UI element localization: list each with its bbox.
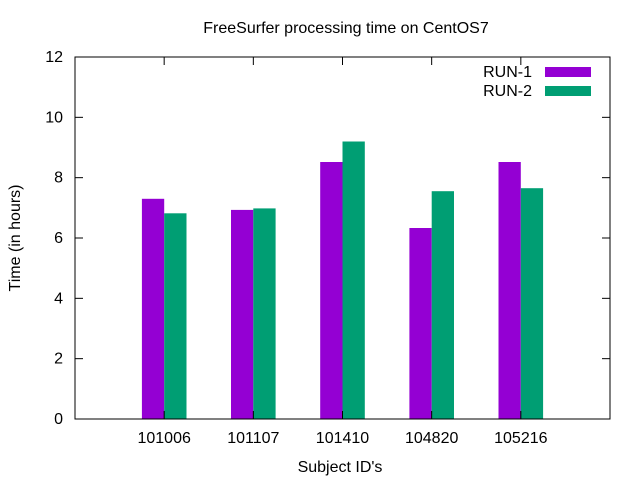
bar-run-1-101107 <box>231 209 254 419</box>
x-tick-label: 101107 <box>227 430 279 447</box>
bar-run-2-101107 <box>253 208 276 419</box>
legend-label: RUN-2 <box>483 83 532 100</box>
legend: RUN-1 RUN-2 <box>483 64 591 100</box>
bar-run-2-105216 <box>520 188 544 419</box>
x-axis-ticks: 101006 101107 101410 104820 105216 <box>137 57 548 447</box>
bar-run-1-101410 <box>320 162 343 419</box>
y-axis-label: Time (in hours) <box>7 185 24 292</box>
x-tick-label: 104820 <box>405 430 458 447</box>
legend-swatch-run-1 <box>545 67 591 77</box>
y-tick-label: 4 <box>54 290 63 307</box>
y-tick-label: 8 <box>54 170 63 187</box>
y-axis-ticks: 0 2 4 6 8 10 12 <box>45 49 610 428</box>
chart-title: FreeSurfer processing time on CentOS7 <box>203 20 489 37</box>
x-axis-label: Subject ID's <box>298 459 383 476</box>
legend-label: RUN-1 <box>483 64 532 81</box>
y-tick-label: 10 <box>45 109 63 126</box>
y-tick-label: 0 <box>54 411 63 428</box>
y-tick-label: 12 <box>45 49 63 66</box>
y-tick-label: 6 <box>54 230 63 247</box>
y-tick-label: 2 <box>54 351 63 368</box>
x-tick-label: 101410 <box>316 430 369 447</box>
plot-area-border <box>74 56 611 420</box>
bar-run-2-104820 <box>431 191 454 419</box>
bar-run-2-101006 <box>164 213 187 419</box>
bar-run-2-101410 <box>342 141 365 419</box>
bars-group <box>141 141 544 419</box>
bar-run-1-101006 <box>141 198 165 419</box>
legend-swatch-run-2 <box>545 86 591 96</box>
bar-run-1-105216 <box>498 162 521 419</box>
x-tick-label: 105216 <box>494 430 547 447</box>
x-tick-label: 101006 <box>137 430 190 447</box>
bar-run-1-104820 <box>409 228 432 419</box>
